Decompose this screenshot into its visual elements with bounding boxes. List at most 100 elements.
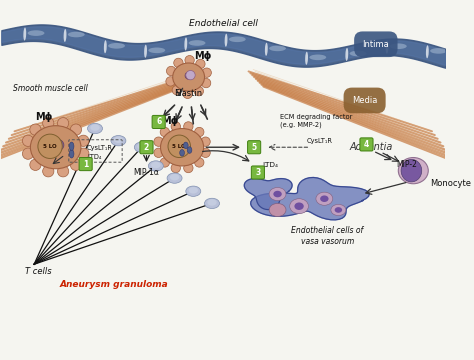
Ellipse shape [207, 199, 217, 206]
Circle shape [168, 135, 191, 158]
Circle shape [194, 86, 203, 96]
Text: Mϕ: Mϕ [194, 51, 211, 61]
Circle shape [154, 137, 163, 147]
Text: Monocyte: Monocyte [430, 179, 471, 188]
Text: Smooth muscle cell: Smooth muscle cell [13, 84, 87, 93]
Text: 5 LO: 5 LO [43, 144, 57, 149]
Ellipse shape [204, 198, 219, 208]
Ellipse shape [320, 195, 328, 202]
Circle shape [78, 148, 89, 159]
Circle shape [166, 66, 176, 76]
Circle shape [174, 58, 183, 68]
Ellipse shape [111, 135, 126, 146]
Ellipse shape [187, 147, 192, 153]
Circle shape [160, 127, 170, 137]
FancyBboxPatch shape [360, 138, 373, 151]
Text: Media: Media [352, 96, 377, 105]
Ellipse shape [398, 158, 428, 184]
Circle shape [30, 159, 41, 170]
Ellipse shape [331, 204, 346, 216]
Circle shape [183, 89, 192, 99]
Ellipse shape [180, 149, 184, 156]
Ellipse shape [386, 41, 389, 54]
Circle shape [171, 122, 181, 131]
Circle shape [22, 148, 34, 159]
Text: LTD₄: LTD₄ [88, 154, 102, 159]
Ellipse shape [23, 27, 26, 41]
Ellipse shape [88, 123, 102, 134]
Ellipse shape [430, 48, 447, 54]
Circle shape [195, 127, 204, 137]
FancyBboxPatch shape [140, 141, 153, 154]
Ellipse shape [186, 186, 201, 197]
Circle shape [184, 163, 193, 173]
Ellipse shape [229, 36, 246, 42]
Circle shape [78, 135, 89, 147]
Ellipse shape [137, 143, 146, 149]
FancyBboxPatch shape [79, 158, 92, 171]
Text: Aneurysm granuloma: Aneurysm granuloma [59, 280, 168, 289]
Ellipse shape [294, 202, 304, 210]
Ellipse shape [114, 136, 123, 143]
Text: Mϕ: Mϕ [35, 112, 52, 122]
Text: MIP-2: MIP-2 [396, 159, 417, 168]
Ellipse shape [144, 45, 147, 58]
Circle shape [185, 55, 194, 65]
Circle shape [43, 118, 54, 129]
Ellipse shape [104, 40, 107, 53]
Text: Adventia: Adventia [349, 142, 393, 152]
FancyBboxPatch shape [152, 116, 165, 129]
Circle shape [201, 78, 211, 88]
Circle shape [201, 137, 210, 147]
Ellipse shape [335, 207, 342, 213]
Circle shape [57, 166, 69, 177]
Text: LTD₄: LTD₄ [262, 162, 278, 168]
FancyBboxPatch shape [247, 141, 261, 154]
Ellipse shape [27, 30, 45, 36]
Text: Intima: Intima [363, 40, 389, 49]
Circle shape [22, 135, 34, 147]
Circle shape [43, 166, 54, 177]
Ellipse shape [173, 63, 204, 91]
Ellipse shape [30, 126, 81, 169]
Ellipse shape [161, 129, 204, 166]
Ellipse shape [108, 43, 125, 49]
Circle shape [160, 158, 170, 167]
Text: 4: 4 [364, 140, 369, 149]
Ellipse shape [269, 188, 286, 201]
Text: Elastin: Elastin [174, 89, 203, 98]
Ellipse shape [148, 161, 164, 171]
Ellipse shape [273, 191, 282, 197]
Circle shape [171, 163, 181, 173]
Ellipse shape [186, 71, 195, 80]
Ellipse shape [177, 140, 189, 150]
Ellipse shape [134, 142, 149, 152]
Circle shape [184, 122, 193, 131]
Ellipse shape [189, 40, 205, 46]
Ellipse shape [183, 142, 188, 149]
Text: Endothelial cells of
vasa vasorum: Endothelial cells of vasa vasorum [291, 226, 363, 246]
Text: MIP-1α: MIP-1α [134, 168, 159, 177]
FancyBboxPatch shape [251, 166, 264, 179]
Ellipse shape [305, 52, 308, 65]
Circle shape [166, 77, 175, 86]
Ellipse shape [167, 173, 182, 183]
Circle shape [30, 124, 41, 135]
Circle shape [172, 85, 182, 95]
Text: 5: 5 [252, 143, 257, 152]
Ellipse shape [184, 37, 187, 50]
Ellipse shape [316, 192, 333, 205]
Circle shape [201, 148, 210, 157]
Text: ECM degrading factor
(e.g. MMP-2): ECM degrading factor (e.g. MMP-2) [280, 114, 353, 128]
Circle shape [38, 134, 62, 158]
Text: 1: 1 [83, 159, 88, 168]
Ellipse shape [69, 142, 74, 150]
Polygon shape [251, 177, 369, 220]
Ellipse shape [151, 162, 161, 168]
Ellipse shape [269, 46, 286, 51]
Text: Mϕ: Mϕ [161, 116, 179, 126]
Text: CysLT₁R: CysLT₁R [87, 145, 113, 151]
Text: 3: 3 [255, 168, 261, 177]
Text: T cells: T cells [25, 267, 51, 276]
Circle shape [70, 124, 82, 135]
